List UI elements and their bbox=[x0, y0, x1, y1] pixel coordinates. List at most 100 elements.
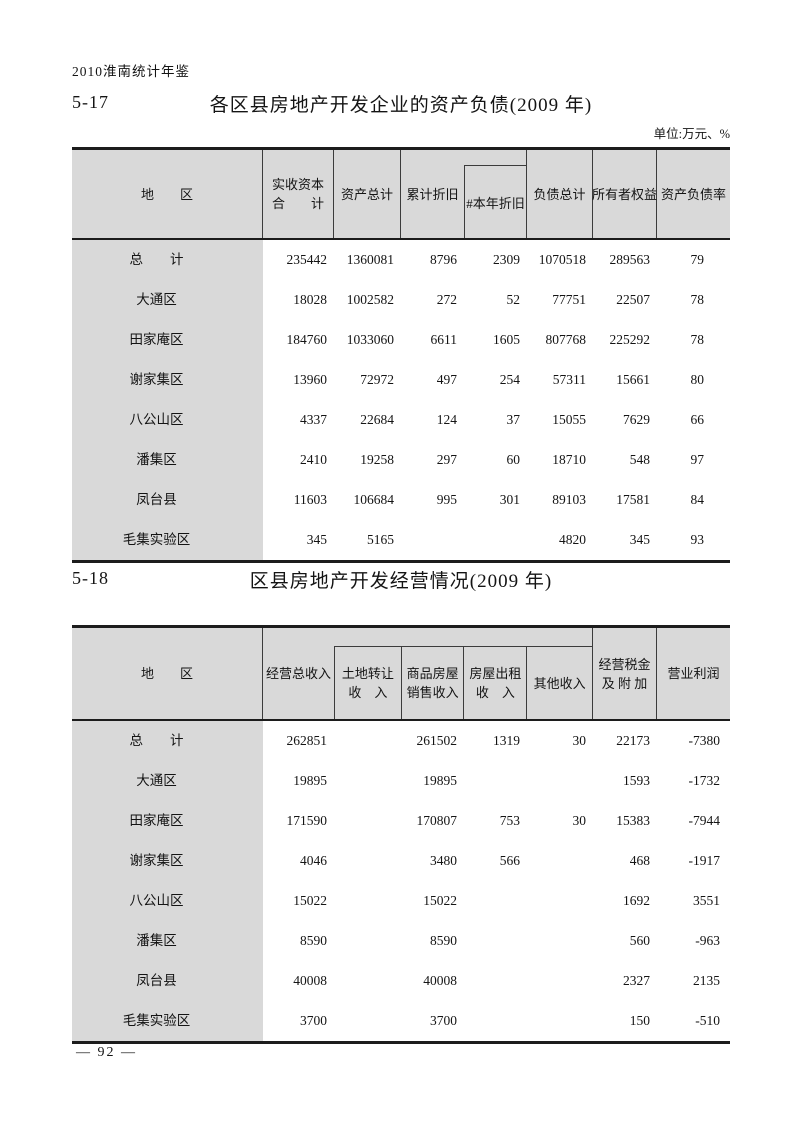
value-cell: 15383 bbox=[616, 813, 650, 828]
value-cell: 171590 bbox=[286, 813, 328, 828]
value-cell: 4337 bbox=[300, 412, 327, 427]
col-header-paid-in-capital: 实收资本 合 计 bbox=[263, 150, 334, 238]
value-cell: 235442 bbox=[286, 252, 328, 267]
value-cell: 97 bbox=[690, 452, 705, 467]
table-row: 总 计 262851 261502 1319 30 22173 -7380 bbox=[72, 721, 730, 761]
value-cell bbox=[334, 881, 401, 921]
value-cell bbox=[464, 520, 527, 560]
col-header-region-label: 地 区 bbox=[140, 186, 193, 202]
table-row: 大通区 19895 19895 1593 -1732 bbox=[72, 761, 730, 801]
value-cell: 78 bbox=[690, 332, 705, 347]
region-label: 毛集实验区 bbox=[72, 1001, 263, 1041]
value-cell: 225292 bbox=[609, 332, 651, 347]
table-row: 潘集区 8590 8590 560 -963 bbox=[72, 921, 730, 961]
col-header-line: 经营总收入 bbox=[265, 666, 331, 681]
col-header-region: 地 区 bbox=[72, 628, 263, 719]
region-label: 八公山区 bbox=[72, 881, 263, 921]
value-cell bbox=[527, 921, 593, 961]
region-label: 大通区 bbox=[72, 280, 263, 320]
table-row: 田家庵区 184760 1033060 6611 1605 807768 225292 78 bbox=[72, 320, 730, 360]
table1-title-row: 5-17 各区县房地产开发企业的资产负债(2009 年) bbox=[72, 92, 730, 118]
value-cell: 57311 bbox=[552, 372, 586, 387]
value-cell: -7944 bbox=[688, 813, 721, 828]
value-cell: 13960 bbox=[293, 372, 327, 387]
table-operating-situation: 地 区 经营总收入 土地转让 收 入 商品房屋 销售收入 房屋出租 收 入 bbox=[72, 625, 730, 1044]
value-cell: 8796 bbox=[430, 252, 457, 267]
value-cell: 3551 bbox=[693, 893, 720, 908]
value-cell: 19258 bbox=[360, 452, 394, 467]
col-header-line: 土地转让 bbox=[341, 666, 394, 681]
value-cell: 272 bbox=[436, 292, 457, 307]
col-header-line: 实收资本 bbox=[271, 177, 324, 192]
value-cell: 4820 bbox=[559, 532, 586, 547]
value-cell: 77751 bbox=[552, 292, 586, 307]
col-header-house-rental-income: 房屋出租 收 入 bbox=[463, 647, 526, 719]
value-cell: 995 bbox=[436, 492, 457, 507]
value-cell: 184760 bbox=[286, 332, 328, 347]
table-row: 大通区 18028 1002582 272 52 77751 22507 78 bbox=[72, 280, 730, 320]
value-cell: 66 bbox=[690, 412, 705, 427]
value-cell: 1605 bbox=[493, 332, 520, 347]
value-cell: 84 bbox=[690, 492, 705, 507]
col-header-line: 及 附 加 bbox=[601, 675, 648, 691]
value-cell bbox=[334, 921, 401, 961]
value-cell: 40008 bbox=[293, 973, 327, 988]
value-cell bbox=[464, 1001, 527, 1041]
value-cell: 60 bbox=[506, 452, 521, 467]
value-cell bbox=[401, 520, 464, 560]
table1-body: 总 计 235442 1360081 8796 2309 1070518 289563 79 大… bbox=[72, 240, 730, 560]
value-cell: 30 bbox=[572, 733, 587, 748]
col-header-line: 销售收入 bbox=[406, 685, 459, 700]
region-label: 潘集区 bbox=[72, 440, 263, 480]
value-cell: -963 bbox=[695, 933, 720, 948]
value-cell: 566 bbox=[499, 853, 520, 868]
table1-number: 5-17 bbox=[72, 92, 109, 112]
col-header-current-year-depreciation: #本年折旧 bbox=[464, 165, 526, 238]
value-cell: 254 bbox=[499, 372, 520, 387]
table-row: 毛集实验区 3700 3700 150 -510 bbox=[72, 1001, 730, 1041]
value-cell: 753 bbox=[499, 813, 520, 828]
value-cell: 3480 bbox=[430, 853, 457, 868]
table-row: 谢家集区 4046 3480 566 468 -1917 bbox=[72, 841, 730, 881]
col-header-line: 负债总计 bbox=[533, 186, 586, 202]
value-cell: 497 bbox=[436, 372, 457, 387]
col-header-total-operating-revenue: 经营总收入 bbox=[263, 628, 334, 719]
value-cell: 1070518 bbox=[538, 252, 586, 267]
value-cell: 79 bbox=[690, 252, 705, 267]
region-label: 凤台县 bbox=[72, 961, 263, 1001]
value-cell bbox=[527, 1001, 593, 1041]
value-cell: 8590 bbox=[430, 933, 457, 948]
col-group-operating-revenue: 经营总收入 土地转让 收 入 商品房屋 销售收入 房屋出租 收 入 其他收入 bbox=[263, 628, 593, 719]
value-cell bbox=[334, 721, 401, 761]
value-cell: 1002582 bbox=[346, 292, 394, 307]
value-cell: 15022 bbox=[423, 893, 457, 908]
value-cell: 807768 bbox=[545, 332, 587, 347]
col-header-total-liabilities: 负债总计 bbox=[527, 150, 593, 238]
value-cell: 262851 bbox=[286, 733, 328, 748]
value-cell: 22173 bbox=[616, 733, 650, 748]
col-header-line: 经营税金 bbox=[598, 656, 651, 672]
value-cell: -1732 bbox=[688, 773, 721, 788]
yearbook-header: 2010淮南统计年鉴 bbox=[72, 64, 190, 79]
col-header-operating-profit: 营业利润 bbox=[657, 628, 730, 719]
value-cell: 22507 bbox=[616, 292, 650, 307]
table-row: 八公山区 4337 22684 124 37 15055 7629 66 bbox=[72, 400, 730, 440]
value-cell: 15022 bbox=[293, 893, 327, 908]
value-cell: 7629 bbox=[623, 412, 650, 427]
value-cell: 2309 bbox=[493, 252, 520, 267]
value-cell: 89103 bbox=[552, 492, 586, 507]
table-row: 总 计 235442 1360081 8796 2309 1070518 289563 79 bbox=[72, 240, 730, 280]
value-cell: -7380 bbox=[688, 733, 721, 748]
value-cell: 6611 bbox=[430, 332, 458, 347]
col-header-line: #本年折旧 bbox=[466, 195, 525, 211]
value-cell: 80 bbox=[690, 372, 705, 387]
col-header-line: 商品房屋 bbox=[406, 666, 459, 681]
table2-title: 区县房地产开发经营情况(2009 年) bbox=[249, 571, 553, 592]
value-cell: 468 bbox=[629, 853, 650, 868]
value-cell bbox=[464, 881, 527, 921]
table-row: 凤台县 11603 106684 995 301 89103 17581 84 bbox=[72, 480, 730, 520]
value-cell: 22684 bbox=[360, 412, 394, 427]
table-row: 潘集区 2410 19258 297 60 18710 548 97 bbox=[72, 440, 730, 480]
region-label: 谢家集区 bbox=[72, 841, 263, 881]
col-group-depreciation: 累计折旧 #本年折旧 bbox=[401, 150, 527, 238]
